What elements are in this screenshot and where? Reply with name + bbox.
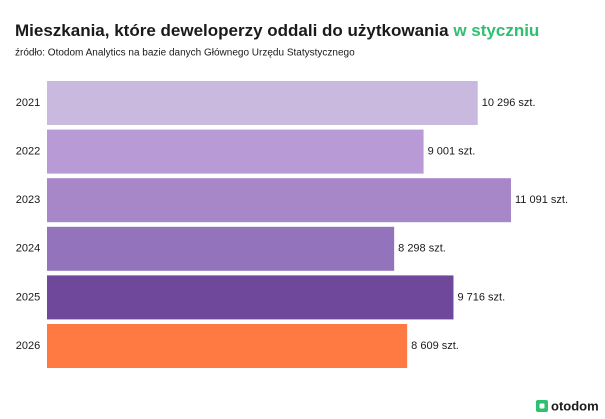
value-label: 11 091 szt. (515, 194, 568, 206)
bar (47, 178, 511, 223)
bar (47, 226, 395, 271)
bar (47, 275, 454, 320)
chart-subtitle: źródło: Otodom Analytics na bazie danych… (15, 48, 355, 59)
bar (47, 129, 424, 174)
title-main: Mieszkania, które deweloperzy oddali do … (15, 21, 449, 40)
logo-icon-inner (539, 403, 545, 409)
value-label: 10 296 szt. (482, 97, 536, 109)
y-tick-label: 2022 (16, 146, 40, 158)
y-tick-label: 2026 (16, 340, 40, 352)
title-highlight: w styczniu (452, 21, 539, 40)
value-label: 8 609 szt. (411, 340, 459, 352)
value-label: 9 716 szt. (457, 291, 505, 303)
y-tick-label: 2024 (16, 243, 40, 255)
value-label: 8 298 szt. (398, 243, 446, 255)
bar (47, 324, 408, 368)
y-tick-label: 2021 (16, 97, 40, 109)
logo-text: otodom (551, 398, 599, 413)
y-tick-label: 2023 (16, 194, 40, 206)
bar (47, 81, 478, 125)
logo: otodom (536, 398, 599, 413)
value-label: 9 001 szt. (428, 146, 476, 158)
chart-title: Mieszkania, które deweloperzy oddali do … (15, 21, 539, 40)
y-tick-label: 2025 (16, 291, 40, 303)
